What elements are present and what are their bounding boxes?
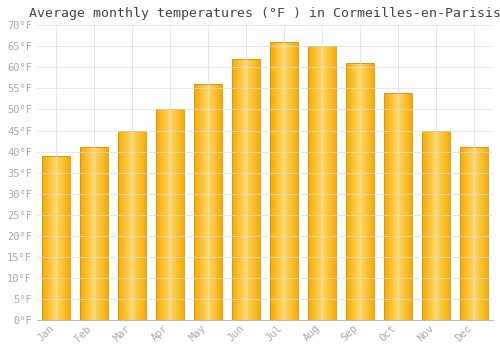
Bar bbox=[194, 84, 222, 320]
Bar bbox=[384, 93, 412, 320]
Bar bbox=[346, 63, 374, 320]
Bar bbox=[80, 147, 108, 320]
Bar bbox=[156, 110, 184, 320]
Bar bbox=[308, 46, 336, 320]
Bar bbox=[422, 131, 450, 320]
Bar bbox=[42, 156, 70, 320]
Bar bbox=[460, 147, 488, 320]
Bar bbox=[232, 59, 260, 320]
Title: Average monthly temperatures (°F ) in Cormeilles-en-Parisis: Average monthly temperatures (°F ) in Co… bbox=[29, 7, 500, 20]
Bar bbox=[270, 42, 298, 320]
Bar bbox=[118, 131, 146, 320]
